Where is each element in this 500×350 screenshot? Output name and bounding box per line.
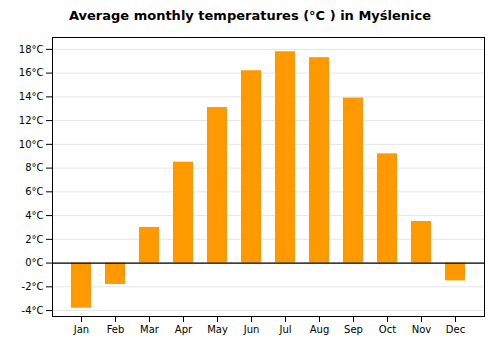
svg-text:6°C: 6°C [25, 186, 43, 197]
svg-text:Oct: Oct [379, 324, 396, 335]
svg-text:Aug: Aug [310, 324, 330, 335]
svg-text:12°C: 12°C [19, 115, 44, 126]
html-text:Average monthly temperatures (: Average monthly temperatures (°C ) in My… [69, 8, 431, 23]
svg-text:Feb: Feb [107, 324, 125, 335]
svg-text:8°C: 8°C [25, 162, 43, 173]
svg-text:4°C: 4°C [25, 210, 43, 221]
svg-text:14°C: 14°C [19, 91, 44, 102]
svg-text:Jun: Jun [243, 324, 260, 335]
svg-text:0°C: 0°C [25, 257, 43, 268]
svg-text:May: May [207, 324, 228, 335]
svg-text:2°C: 2°C [25, 234, 43, 245]
svg-text:16°C: 16°C [19, 67, 44, 78]
svg-text:-2°C: -2°C [22, 281, 44, 292]
svg-text:Jan: Jan [73, 324, 89, 335]
svg-text:Sep: Sep [344, 324, 363, 335]
svg-text:10°C: 10°C [19, 139, 44, 150]
svg-text:Jul: Jul [278, 324, 291, 335]
svg-text:-4°C: -4°C [22, 305, 44, 316]
svg-text:Mar: Mar [140, 324, 160, 335]
svg-text:Dec: Dec [446, 324, 465, 335]
svg-text:Apr: Apr [175, 324, 193, 335]
svg-text:18°C: 18°C [19, 44, 44, 55]
svg-text:Nov: Nov [412, 324, 432, 335]
